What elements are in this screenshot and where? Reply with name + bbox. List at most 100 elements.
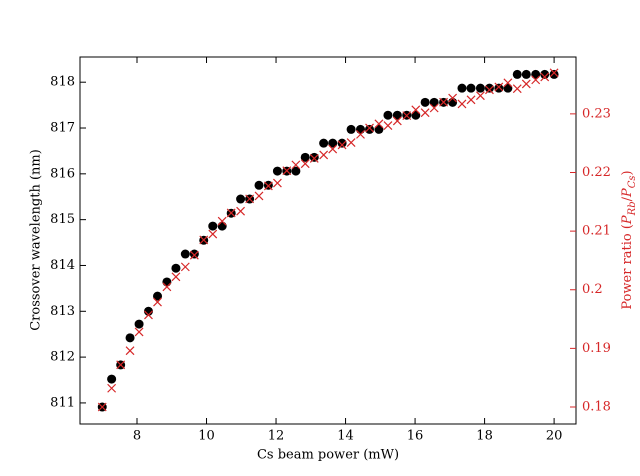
x-marker <box>273 178 282 188</box>
dot-marker <box>549 69 559 79</box>
y-tick-label: 813 <box>50 304 75 319</box>
dot-marker <box>531 69 541 79</box>
x-axis-label: Cs beam power (mW) <box>257 448 399 463</box>
plot-frame <box>79 56 577 425</box>
dot-marker <box>540 69 550 79</box>
x-marker <box>189 250 199 260</box>
x-marker <box>134 327 144 337</box>
y2-tick-label: 0.2 <box>582 282 603 297</box>
dot-marker <box>125 333 135 343</box>
x-marker <box>97 402 107 412</box>
y-tick-label: 816 <box>50 166 75 181</box>
y2-tick-label: 0.19 <box>582 341 611 356</box>
x-marker <box>531 75 541 85</box>
dot-marker <box>319 138 329 148</box>
x-marker <box>475 91 485 101</box>
x-marker <box>319 150 329 160</box>
x-marker <box>291 160 301 170</box>
dot-marker <box>337 138 347 148</box>
x-tick-label: 14 <box>337 429 354 444</box>
dot-marker <box>420 97 430 107</box>
dot-marker <box>153 291 163 301</box>
x-marker <box>153 297 162 307</box>
dot-marker <box>365 124 375 134</box>
dot-marker <box>208 221 218 231</box>
dot-marker <box>429 97 439 107</box>
x-marker <box>180 262 190 272</box>
dot-marker <box>309 152 319 162</box>
dot-marker <box>346 124 356 134</box>
x-tick-label: 18 <box>476 429 493 444</box>
x-marker <box>549 68 559 78</box>
x-marker <box>328 144 338 154</box>
x-marker <box>171 272 181 282</box>
x-marker <box>374 119 384 129</box>
dot-marker <box>272 166 282 176</box>
x-marker <box>346 138 356 148</box>
dot-marker <box>300 152 310 162</box>
x-marker <box>457 99 467 109</box>
x-marker <box>282 166 292 176</box>
y2-tick-label: 0.23 <box>582 106 611 121</box>
dot-marker <box>107 374 117 384</box>
dot-marker <box>254 180 264 190</box>
dot-marker <box>236 194 246 204</box>
x-marker <box>107 383 117 393</box>
x-tick-label: 12 <box>268 429 285 444</box>
x-marker <box>365 123 374 133</box>
dot-marker <box>457 83 467 93</box>
x-marker <box>144 310 153 320</box>
x-marker <box>494 82 504 92</box>
x-marker <box>217 216 227 226</box>
y-tick-label: 812 <box>50 350 75 365</box>
y-tick-label: 811 <box>50 395 75 410</box>
x-tick-label: 10 <box>198 429 215 444</box>
dot-marker <box>328 138 338 148</box>
dot-marker <box>521 69 531 79</box>
x-marker <box>521 79 531 89</box>
y-tick-label: 818 <box>50 75 75 90</box>
x-marker <box>411 105 421 115</box>
dot-marker <box>355 124 365 134</box>
x-marker <box>420 108 430 118</box>
y-axis-label: Crossover wavelength (nm) <box>29 149 44 331</box>
x-marker <box>254 191 264 201</box>
dot-marker <box>512 69 522 79</box>
x-marker <box>300 159 310 169</box>
y-tick-label: 817 <box>50 121 75 136</box>
x-tick-label: 16 <box>407 429 424 444</box>
y2-tick-label: 0.22 <box>582 165 611 180</box>
x-marker <box>337 140 347 150</box>
dot-marker <box>484 83 494 93</box>
x-marker <box>356 129 365 139</box>
dot-marker <box>291 166 301 176</box>
y-tick-label: 815 <box>50 212 75 227</box>
x-marker <box>512 84 522 94</box>
dot-marker <box>180 249 190 259</box>
x-marker <box>208 229 218 239</box>
dot-marker <box>494 83 504 93</box>
x-marker <box>116 360 126 370</box>
dot-marker <box>383 110 393 120</box>
y-tick-label: 814 <box>50 258 75 273</box>
x-marker <box>383 121 393 131</box>
x-marker <box>125 346 135 356</box>
x-tick-label: 8 <box>133 429 141 444</box>
dot-marker <box>134 319 144 329</box>
dot-marker <box>475 83 485 93</box>
dot-marker <box>448 97 458 107</box>
x-marker <box>402 111 412 121</box>
dot-marker <box>466 83 476 93</box>
x-marker <box>162 282 172 292</box>
x-marker <box>392 116 402 126</box>
x-marker <box>540 72 550 82</box>
dot-marker <box>189 249 199 259</box>
x-marker <box>466 95 476 105</box>
dot-marker <box>374 124 384 134</box>
x-marker <box>429 103 439 113</box>
x-marker <box>309 153 319 163</box>
dot-marker <box>217 221 227 231</box>
dot-marker <box>171 263 181 273</box>
x-marker <box>199 235 209 245</box>
